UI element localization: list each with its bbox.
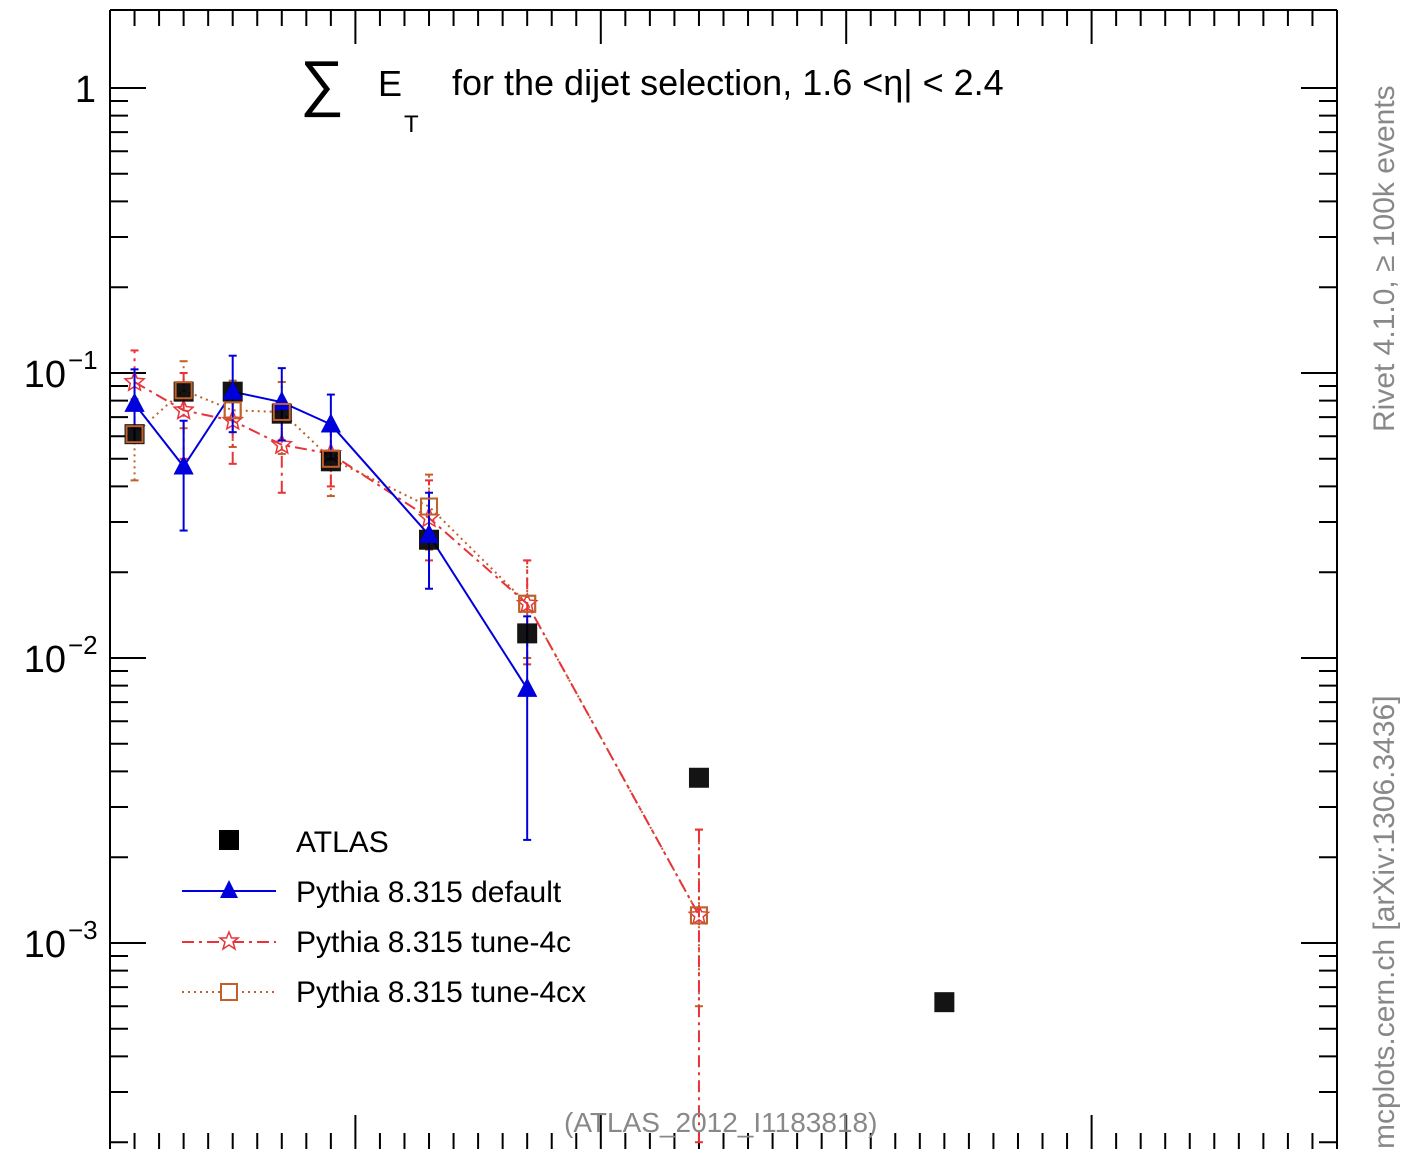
data-point-overlay [419, 524, 440, 544]
side-text-mcplots: mcplots.cern.ch [arXiv:1306.3436] [1368, 695, 1401, 1149]
legend-tune4c-marker [217, 930, 241, 951]
legend-default-label: Pythia 8.315 default [296, 876, 562, 909]
analysis-id: (ATLAS_2012_I1183818) [564, 1107, 877, 1138]
legend-atlas-marker [219, 830, 239, 850]
data-point-overlay [222, 380, 243, 400]
legend-tune4cx-label: Pythia 8.315 tune-4cx [296, 976, 586, 1009]
data-point-overlay [223, 401, 242, 420]
y-tick-label-base: 10 [24, 924, 66, 966]
data-point [124, 424, 145, 445]
data-point [270, 432, 294, 455]
legend-tune4cx-marker [220, 983, 238, 1001]
data-point [517, 623, 538, 644]
data-point-overlay [517, 677, 538, 697]
side-text-rivet: Rivet 4.1.0, ≥ 100k events [1368, 85, 1401, 432]
y-tick-label-exponent: −3 [68, 915, 98, 945]
data-point-overlay [689, 906, 708, 925]
y-tick-label-exponent: −1 [68, 345, 98, 375]
data-point-overlay [320, 413, 341, 433]
y-tick-label-base: 10 [24, 639, 66, 681]
axis-ticks [110, 10, 1337, 1149]
series-line [134, 381, 700, 916]
series-pythia-8-315-tune-4cx [125, 360, 708, 1008]
plot-frame [109, 9, 1338, 1149]
y-tick-labels: 110−110−210−3 [24, 69, 98, 966]
series-atlas [124, 381, 955, 1013]
series-layer [123, 349, 955, 1144]
legend-default-marker [220, 880, 238, 898]
data-point [173, 381, 194, 402]
data-point [934, 992, 955, 1013]
data-point-overlay [124, 392, 145, 412]
legend-atlas-label: ATLAS [296, 826, 389, 859]
title-rest: for the dijet selection, 1.6 <η| < 2.4 [452, 62, 1004, 103]
data-point [688, 767, 709, 788]
data-point-overlay [173, 455, 194, 475]
title-subscript: T [404, 111, 419, 138]
y-tick-label-exponent: −2 [68, 630, 98, 660]
data-point-overlay [174, 381, 193, 400]
series-pythia-8-315-tune-4c [123, 349, 711, 1144]
data-point-overlay [125, 425, 144, 444]
title-sigma: ∑ [300, 49, 344, 118]
title-e: E [378, 63, 402, 104]
data-point [172, 398, 195, 420]
data-point-overlay [272, 402, 291, 421]
y-tick-label: 1 [75, 69, 96, 111]
data-point-overlay [321, 449, 340, 468]
legend-tune4c-label: Pythia 8.315 tune-4c [296, 926, 571, 959]
data-point-overlay [518, 594, 537, 613]
y-tick-label-base: 10 [24, 354, 66, 396]
data-point-overlay [420, 497, 439, 516]
data-point-overlay [271, 391, 292, 411]
legend: ATLAS Pythia 8.315 default Pythia 8.315 … [182, 826, 586, 1009]
